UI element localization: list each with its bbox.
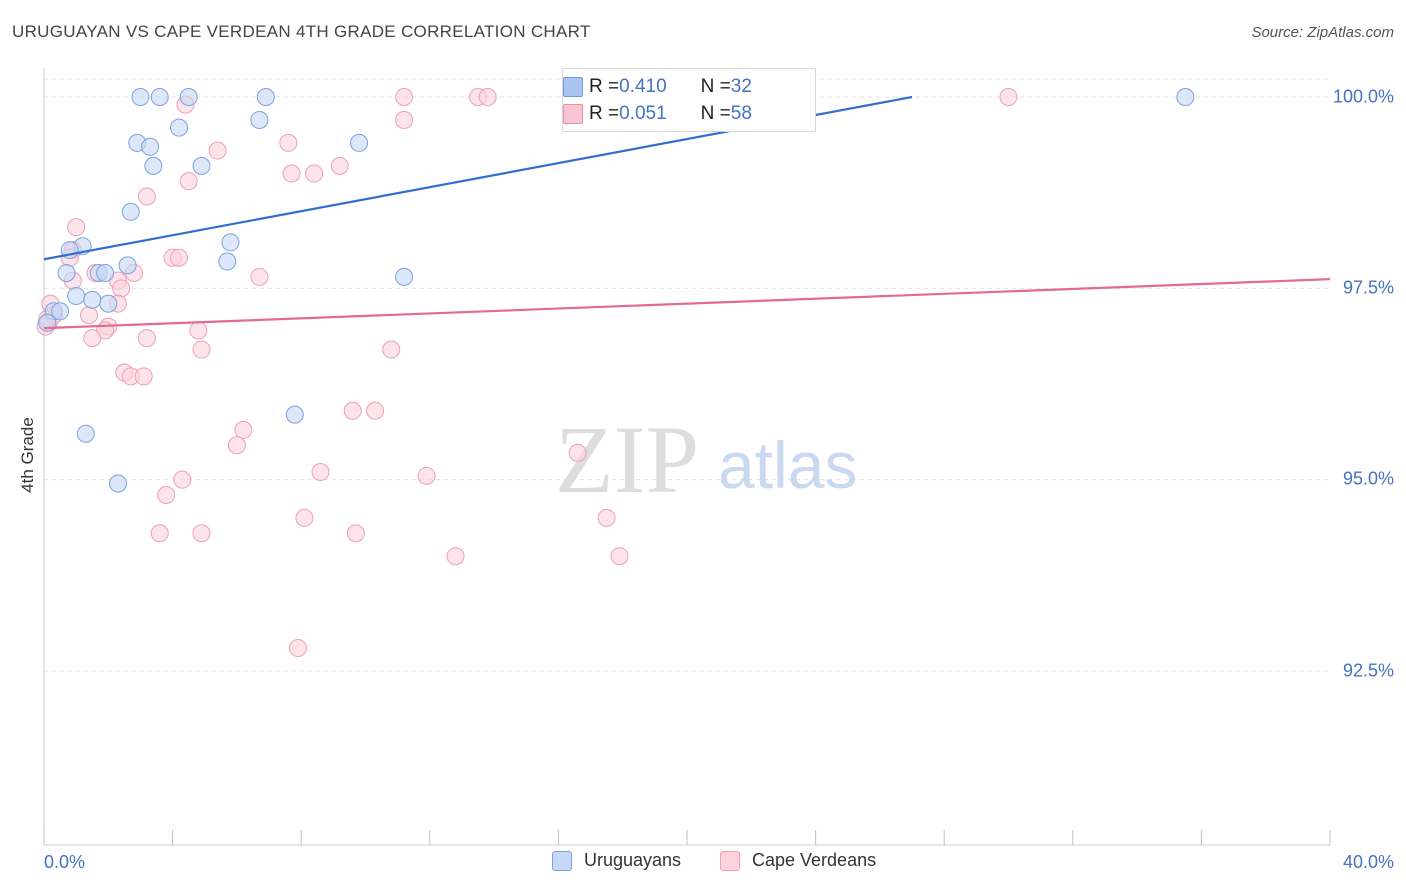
uruguayan-point xyxy=(67,286,86,305)
uruguayan-point xyxy=(179,88,198,106)
y-tick-label: 95.0% xyxy=(1342,468,1394,489)
chart-title: URUGUAYAN VS CAPE VERDEAN 4TH GRADE CORR… xyxy=(12,22,591,41)
cape-verdean-point xyxy=(395,110,414,129)
r-value: 0.051 xyxy=(619,103,667,124)
stats-row-uruguayans: R = 0.410 N = 32 xyxy=(563,75,752,99)
uruguayan-point xyxy=(170,118,189,137)
cape-verdean-point xyxy=(446,547,465,566)
uruguayan-point xyxy=(96,264,115,283)
uruguayan-point xyxy=(118,256,137,275)
y-tick-label: 97.5% xyxy=(1342,277,1394,298)
cape-verdean-point xyxy=(137,187,156,206)
cape-verdeans-swatch-icon xyxy=(563,104,583,124)
x-tick-label: 40.0% xyxy=(1342,852,1394,872)
uruguayan-point xyxy=(99,294,118,313)
cape-verdean-point xyxy=(346,524,365,543)
cape-verdean-point xyxy=(157,485,176,504)
cape-verdean-point xyxy=(305,164,324,183)
uruguayan-point xyxy=(395,267,414,286)
cape-verdean-point xyxy=(478,88,497,106)
legend-item-cape-verdeans[interactable]: Cape Verdeans xyxy=(720,850,876,871)
stats-box: R = 0.410 N = 32 R = 0.051 N = 58 xyxy=(562,68,816,132)
cape-verdean-point xyxy=(288,639,307,658)
cape-verdean-point xyxy=(80,306,99,325)
cape-verdean-point xyxy=(67,218,86,237)
cape-verdean-point xyxy=(395,88,414,106)
uruguayans-swatch-icon xyxy=(563,77,583,97)
uruguayan-point xyxy=(350,133,369,152)
cape-verdean-point xyxy=(382,340,401,359)
cape-verdean-point xyxy=(112,279,131,298)
cape-verdean-point xyxy=(295,508,314,527)
uruguayan-point xyxy=(285,405,304,424)
uruguayan-point xyxy=(1176,88,1195,106)
uruguayan-point xyxy=(141,137,160,156)
cape-verdean-point xyxy=(597,508,616,527)
uruguayan-point xyxy=(57,264,76,283)
cape-verdean-point xyxy=(134,367,153,386)
cape-verdean-point xyxy=(282,164,301,183)
cape-verdean-point xyxy=(250,267,269,286)
legend-swatch-icon xyxy=(552,850,572,871)
uruguayan-point xyxy=(76,424,95,443)
uruguayan-point xyxy=(256,88,275,106)
legend-swatch-icon xyxy=(720,850,740,871)
cape-verdean-point xyxy=(170,248,189,267)
x-tick-label: 0.0% xyxy=(44,852,86,872)
cape-verdean-point xyxy=(150,524,169,543)
uruguayan-point xyxy=(192,156,211,175)
uruguayan-point xyxy=(218,252,237,271)
cape-verdean-point xyxy=(137,329,156,348)
uruguayan-point xyxy=(83,290,102,309)
uruguayan-point xyxy=(51,302,70,321)
cape-verdean-point xyxy=(343,401,362,420)
uruguayan-point xyxy=(221,233,240,252)
y-axis-label: 4th Grade xyxy=(18,417,37,493)
cape-verdean-point xyxy=(610,547,629,566)
uruguayan-point xyxy=(131,88,150,106)
n-label: N = xyxy=(700,103,731,124)
legend: Uruguayans Cape Verdeans xyxy=(0,850,1406,878)
uruguayan-point xyxy=(121,202,140,221)
uruguayan-point xyxy=(144,156,163,175)
cape-verdean-point xyxy=(227,436,246,455)
uruguayan-point xyxy=(250,110,269,129)
cape-verdean-point xyxy=(568,443,587,462)
source-label: Source: ZipAtlas.com xyxy=(1251,24,1394,41)
cape-verdean-point xyxy=(208,141,227,160)
cape-verdean-point xyxy=(279,133,298,152)
uruguayan-point xyxy=(108,474,127,493)
cape-verdean-point xyxy=(366,401,385,420)
n-value: 32 xyxy=(730,76,752,97)
cape-verdean-point xyxy=(234,420,253,439)
cape-verdean-point xyxy=(83,329,102,348)
cape-verdean-point xyxy=(192,524,211,543)
legend-item-uruguayans[interactable]: Uruguayans xyxy=(552,850,681,871)
watermark-atlas: atlas xyxy=(718,428,857,502)
y-tick-label: 92.5% xyxy=(1342,660,1394,681)
r-label: R = xyxy=(589,76,620,97)
n-value: 58 xyxy=(730,103,752,124)
r-value: 0.410 xyxy=(619,76,667,97)
cape-verdean-point xyxy=(330,156,349,175)
uruguayan-point xyxy=(150,88,169,106)
cape-verdean-point xyxy=(999,88,1018,106)
legend-label: Cape Verdeans xyxy=(752,850,877,870)
cape-verdean-point xyxy=(189,321,208,340)
r-label: R = xyxy=(589,103,620,124)
cape-verdean-trend-line xyxy=(43,278,1331,330)
n-label: N = xyxy=(700,76,731,97)
cape-verdean-point xyxy=(179,172,198,191)
y-tick-label: 100.0% xyxy=(1332,86,1394,107)
legend-label: Uruguayans xyxy=(584,850,682,870)
cape-verdean-point xyxy=(173,470,192,489)
cape-verdean-point xyxy=(192,340,211,359)
stats-row-cape-verdeans: R = 0.051 N = 58 xyxy=(563,102,752,126)
cape-verdean-point xyxy=(311,463,330,482)
cape-verdean-point xyxy=(417,466,436,485)
